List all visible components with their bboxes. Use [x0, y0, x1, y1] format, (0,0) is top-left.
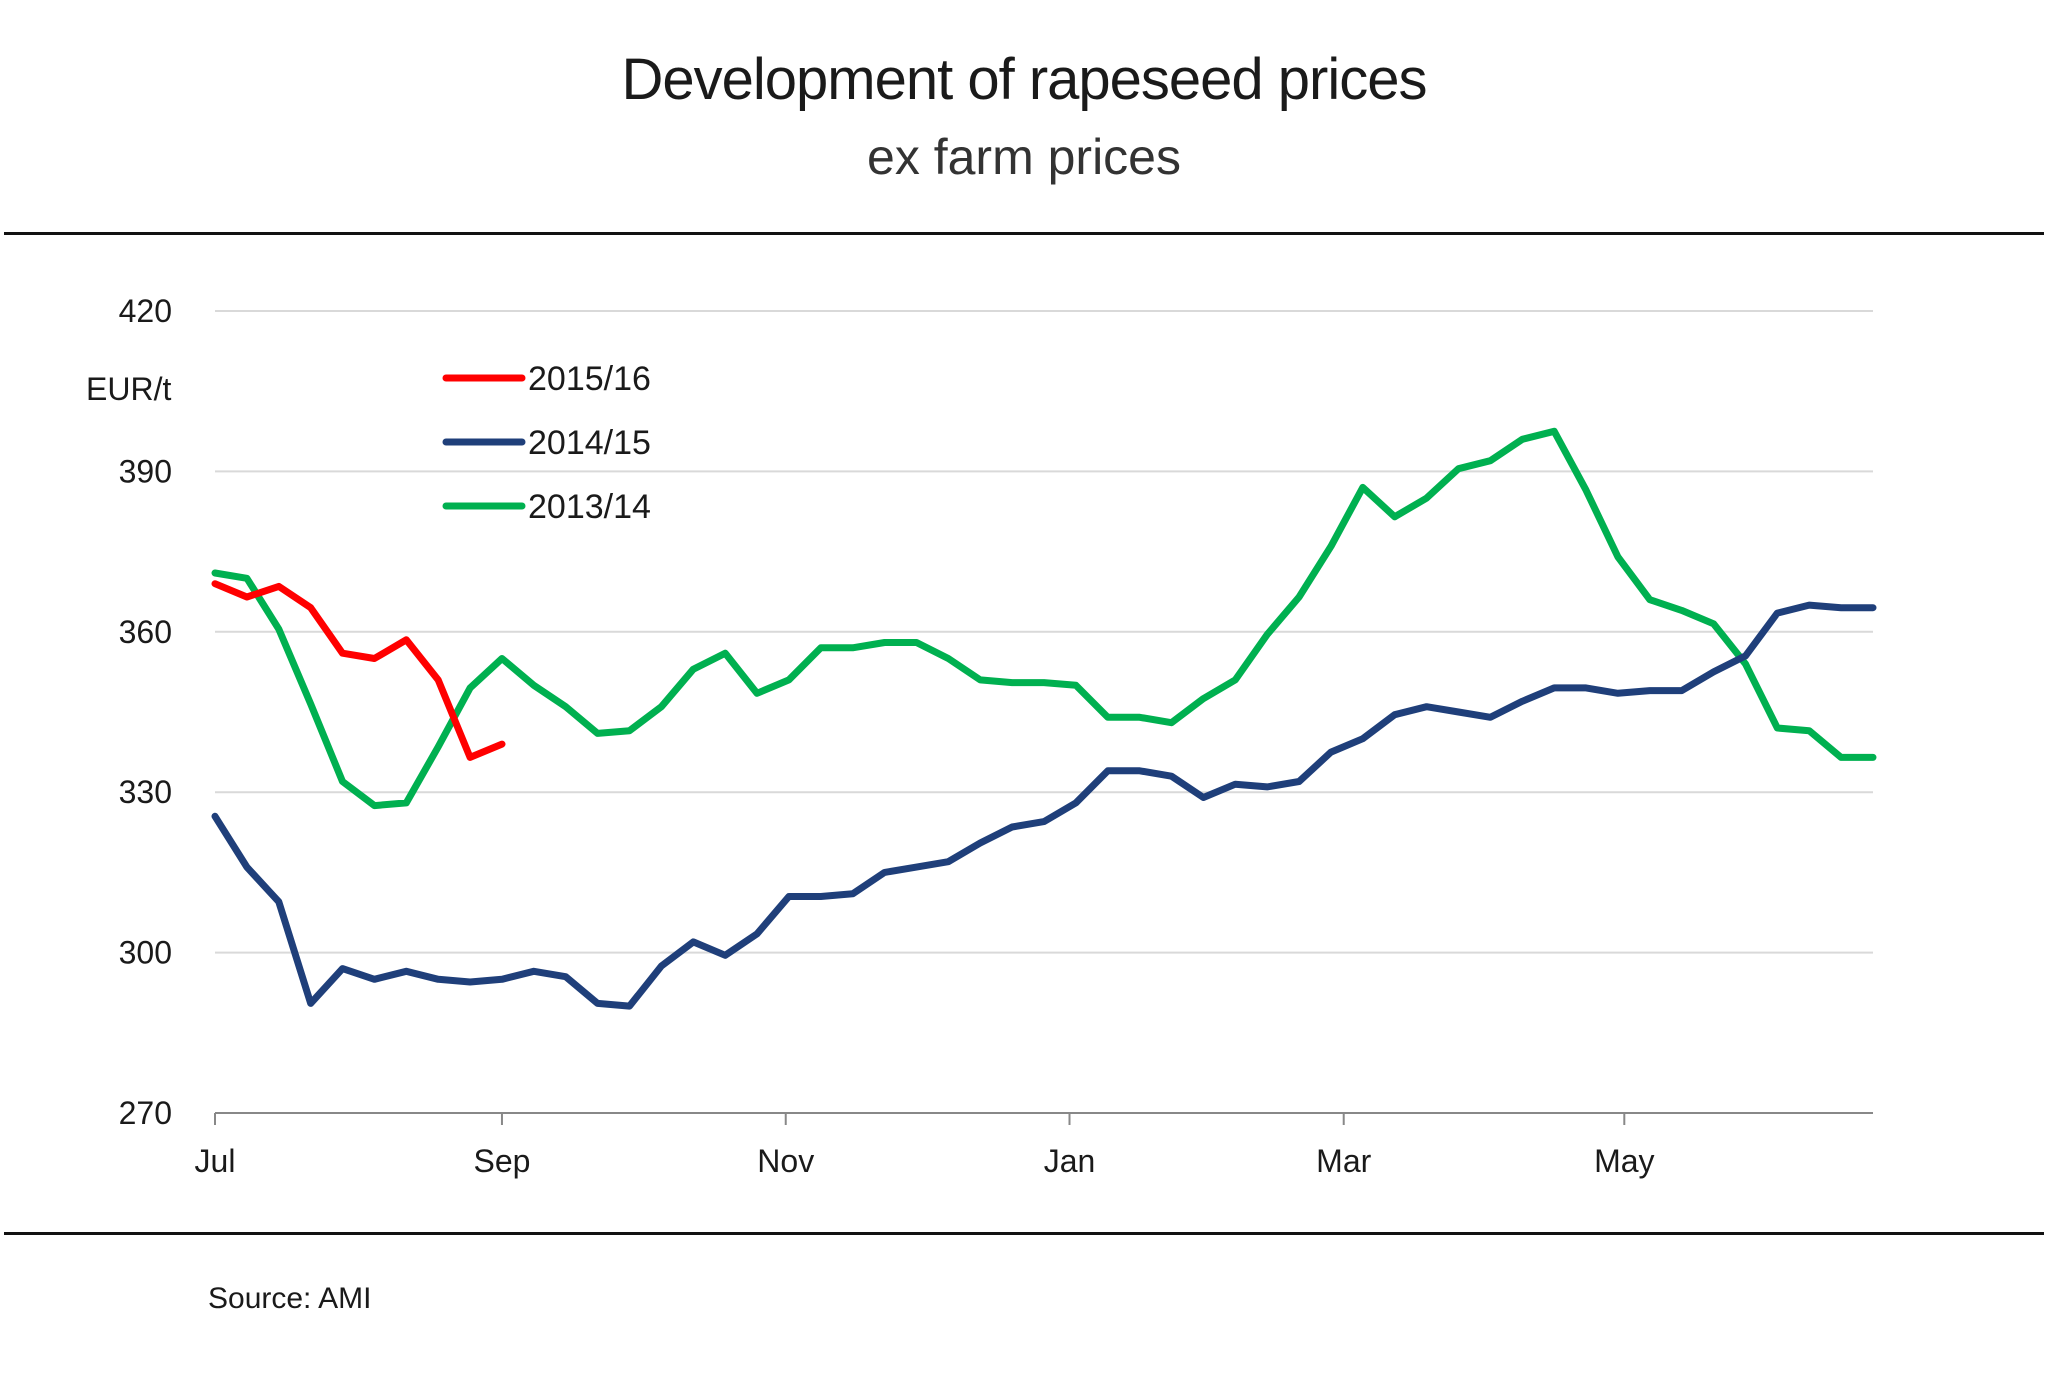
y-axis: 270 300 330 360 390 420 [119, 293, 172, 1131]
legend: 2015/16 2014/15 2013/14 [442, 360, 651, 526]
source-note: Source: AMI [208, 1282, 372, 1315]
top-divider [4, 232, 2044, 235]
series-lines [211, 427, 1877, 1010]
x-tick-label: Jul [195, 1143, 236, 1179]
gridlines [215, 310, 1873, 954]
y-tick-label: 270 [119, 1095, 172, 1131]
series-line-2013-14 [211, 427, 1877, 810]
y-tick-label: 300 [119, 935, 172, 971]
legend-label: 2015/16 [528, 360, 651, 398]
y-axis-label: EUR/t [86, 371, 171, 407]
series-line-2015-16 [211, 580, 506, 761]
chart-title: Development of rapeseed prices [621, 47, 1427, 112]
x-tick-label: May [1594, 1143, 1654, 1179]
x-tick-label: Sep [473, 1143, 530, 1179]
chart-subtitle: ex farm prices [867, 129, 1181, 185]
y-tick-label: 360 [119, 614, 172, 650]
legend-label: 2014/15 [528, 424, 651, 462]
series-line-2014-15 [211, 601, 1877, 1010]
x-tick-label: Jan [1044, 1143, 1096, 1179]
bottom-divider [4, 1232, 2044, 1235]
y-tick-label: 420 [119, 293, 172, 329]
y-tick-label: 330 [119, 774, 172, 810]
x-tick-label: Mar [1316, 1143, 1371, 1179]
legend-label: 2013/14 [528, 488, 651, 526]
x-axis: Jul Sep Nov Jan Mar May [195, 1112, 1873, 1179]
x-tick-label: Nov [757, 1143, 814, 1179]
y-tick-label: 390 [119, 453, 172, 489]
